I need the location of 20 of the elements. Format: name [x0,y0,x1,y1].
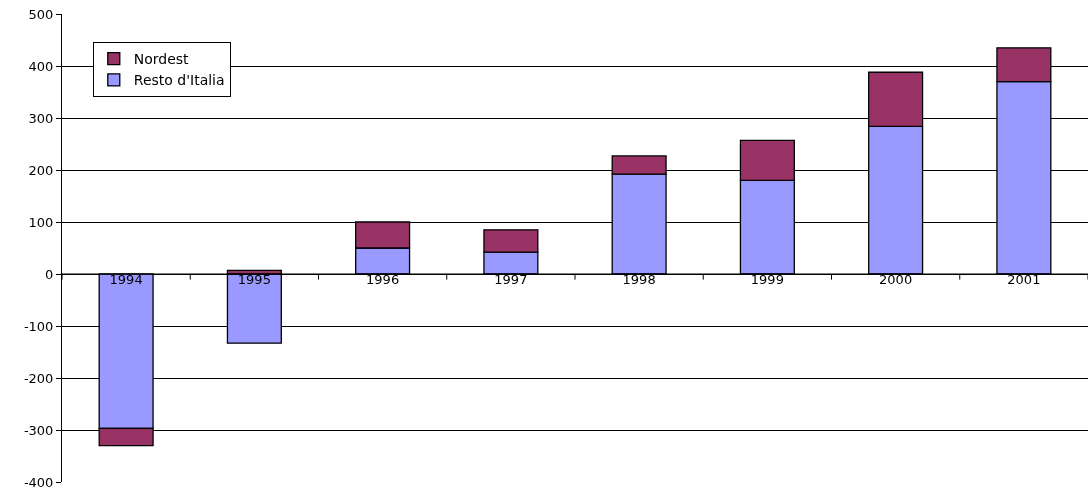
legend-label: Resto d'Italia [133,72,225,89]
x-tick-label: 1999 [750,271,784,287]
y-tick-label: 200 [28,162,54,178]
x-tick-label: 1996 [366,271,400,287]
x-tick-label: 1995 [237,271,271,287]
legend-label: Nordest [133,51,190,68]
y-tick-label: -100 [23,318,54,334]
x-tick-label: 1998 [622,271,656,287]
y-tick-label: 0 [45,266,54,282]
x-tick-label: 2001 [1007,271,1041,287]
x-tick-label: 1994 [109,271,143,287]
y-tick-label: -300 [23,422,54,438]
y-tick-label: -200 [23,370,54,386]
y-tick-label: 300 [28,110,54,126]
y-tick-label: 500 [28,6,54,22]
x-tick-label: 1997 [494,271,528,287]
y-tick-label: 400 [28,58,54,74]
y-tick-label: -400 [23,474,54,490]
x-tick-label: 2000 [879,271,913,287]
y-tick-label: 100 [28,214,54,230]
